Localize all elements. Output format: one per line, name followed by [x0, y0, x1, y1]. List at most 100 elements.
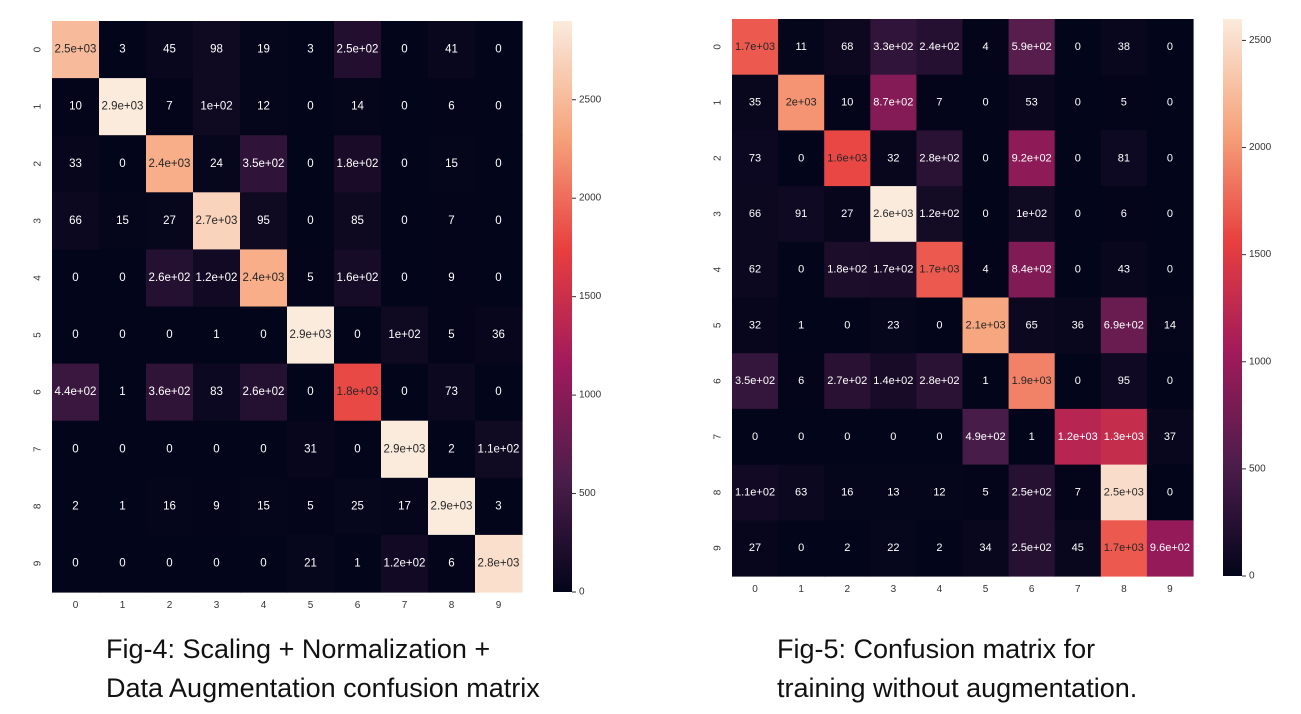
heatmap-cell: [824, 297, 871, 354]
heatmap-cell: [962, 186, 1010, 243]
heatmap-cell: [99, 420, 147, 479]
heatmap-cell: [1008, 520, 1056, 577]
heatmap-cell: [824, 19, 871, 76]
colorbar-tick-label: 1500: [1249, 249, 1272, 260]
cell-label: 27: [163, 215, 176, 227]
cell-label: 0: [1075, 152, 1081, 164]
y-tick-label: 9: [33, 560, 44, 566]
heatmap-cell: [1008, 19, 1056, 76]
cell-label: 0: [1167, 152, 1173, 164]
heatmap-cell: [732, 130, 779, 187]
heatmap-cell: [52, 249, 100, 308]
heatmap-cell: [1054, 241, 1102, 299]
heatmap-cell: [1054, 186, 1102, 243]
cell-label: 0: [1075, 208, 1081, 220]
colorbar-tick-label: 500: [1249, 463, 1266, 474]
cell-label: 36: [1072, 319, 1084, 331]
heatmap-cell: [287, 249, 335, 308]
cell-label: 0: [401, 272, 407, 284]
heatmap-cell: [475, 534, 523, 593]
heatmap-cell: [1146, 241, 1194, 299]
cell-label: 0: [72, 329, 78, 341]
heatmap-cell: [334, 249, 382, 308]
heatmap-cell: [428, 306, 476, 365]
caption-fig4-line1: Fig-4: Scaling + Normalization +: [106, 634, 491, 664]
cell-label: 0: [166, 443, 172, 455]
heatmap-cell: [1146, 130, 1194, 187]
cell-label: 1.6e+02: [337, 272, 379, 284]
cell-label: 4.9e+02: [966, 431, 1006, 443]
heatmap-cell: [334, 21, 382, 79]
cell-label: 2.9e+03: [290, 329, 332, 341]
heatmap-cell: [1054, 520, 1102, 577]
cell-label: 2: [448, 443, 454, 455]
x-tick-label: 7: [1075, 584, 1081, 595]
cell-label: 27: [749, 542, 761, 554]
heatmap-cell: [1100, 353, 1148, 410]
heatmap-cell: [1146, 19, 1194, 76]
heatmap-cell: [381, 249, 429, 308]
cell-label: 0: [260, 557, 266, 569]
heatmap-cell: [870, 74, 917, 131]
cell-label: 2.5e+02: [1012, 542, 1052, 554]
x-tick-label: 0: [752, 584, 758, 595]
cell-label: 2: [936, 542, 942, 554]
heatmap-cell: [824, 353, 871, 410]
colorbar: [553, 21, 572, 592]
heatmap-cell: [334, 534, 382, 593]
cell-label: 1e+02: [388, 329, 420, 341]
cell-label: 32: [887, 152, 899, 164]
cell-label: 2.4e+02: [919, 41, 959, 53]
heatmap-cell: [475, 420, 523, 479]
cell-label: 2e+03: [786, 97, 817, 109]
heatmap-cell: [240, 249, 288, 308]
y-tick-label: 4: [713, 266, 724, 272]
heatmap-cell: [99, 363, 147, 422]
heatmap-cell: [778, 186, 825, 243]
heatmap-cell: [381, 192, 429, 250]
heatmap-cell: [381, 306, 429, 365]
cell-label: 34: [979, 542, 991, 554]
y-tick-label: 9: [713, 545, 724, 551]
heatmap-cell: [146, 21, 194, 79]
heatmap-cell: [287, 477, 335, 536]
heatmap-cell: [428, 477, 476, 536]
cell-label: 1.8e+02: [337, 158, 379, 170]
cell-label: 2: [72, 500, 78, 512]
heatmap-cell: [1008, 130, 1056, 187]
cell-label: 3: [119, 44, 125, 56]
heatmap-cell: [428, 420, 476, 479]
heatmap-cell: [240, 420, 288, 479]
cell-label: 0: [844, 319, 850, 331]
cell-label: 2.4e+03: [243, 272, 285, 284]
cell-label: 0: [401, 44, 407, 56]
cell-label: 95: [257, 215, 270, 227]
cell-label: 0: [798, 152, 804, 164]
colorbar-tick-label: 1000: [1249, 356, 1272, 367]
cell-label: 0: [401, 101, 407, 113]
cell-label: 62: [749, 264, 761, 276]
heatmap-cell: [778, 408, 825, 466]
colorbar-tick-label: 500: [579, 488, 596, 499]
cell-label: 1.7e+02: [873, 264, 913, 276]
heatmap-cell: [381, 135, 429, 193]
colorbar-tick-label: 0: [579, 587, 585, 598]
heatmap-cell: [52, 135, 100, 193]
cell-label: 0: [307, 158, 313, 170]
heatmap-cell: [334, 306, 382, 365]
cell-label: 31: [304, 443, 317, 455]
cell-label: 1.8e+02: [827, 264, 867, 276]
cell-label: 2.9e+03: [102, 101, 144, 113]
cell-label: 0: [1075, 264, 1081, 276]
heatmap-cell: [287, 192, 335, 250]
cell-label: 22: [887, 542, 899, 554]
cell-label: 98: [210, 44, 223, 56]
cell-label: 2.8e+02: [919, 152, 959, 164]
heatmap-cell: [475, 477, 523, 536]
x-tick-label: 9: [1167, 584, 1173, 595]
cell-label: 0: [307, 101, 313, 113]
heatmap-cell: [1008, 353, 1056, 410]
heatmap-cell: [916, 408, 964, 466]
cell-label: 0: [1075, 375, 1081, 387]
heatmap-cell: [870, 408, 917, 466]
